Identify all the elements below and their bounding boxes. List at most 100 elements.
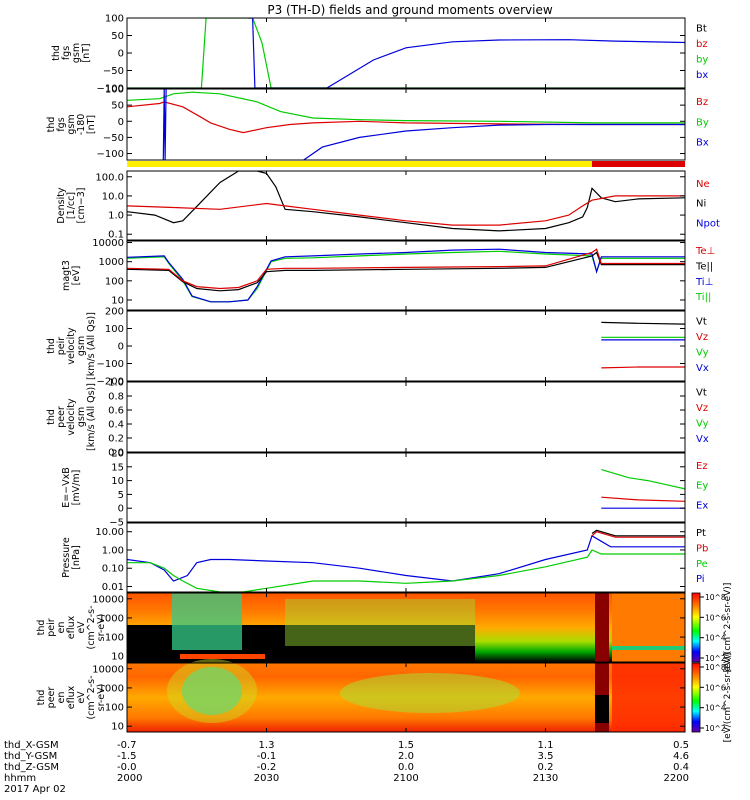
colorbar-label: [eV/(cm^2-s-sr-eV)] [723, 583, 733, 673]
y-tick-label: 100 [105, 14, 124, 25]
x-axis-row-label: thd_Y-GSM [4, 751, 57, 762]
electron-late-interval [612, 663, 685, 732]
y-axis-label: [nT] [86, 115, 97, 134]
y-axis-label: eV [76, 621, 87, 634]
colorbar-label: [eV/(cm^2-s-sr-eV)] [723, 653, 733, 743]
y-axis-label: [eV] [71, 266, 82, 286]
y-tick-label: 1.0 [108, 211, 124, 222]
panel-frame [126, 452, 686, 523]
x-tick-value: 2200 [664, 773, 689, 784]
y-axis-label: [cm−3] [76, 188, 87, 224]
y-axis-label: thd [36, 690, 47, 706]
y-tick-label: −50 [103, 66, 124, 77]
series-line-by [127, 18, 685, 88]
series-line-By [127, 91, 685, 124]
series-line-Pb [591, 531, 685, 538]
y-tick-label: 10.00 [95, 527, 124, 538]
series-line-Ey [601, 469, 685, 490]
panel: 100.0 10.0 1.0 0.1 Density [1/cc] [cm−3] Ne Ni Np… [56, 170, 720, 241]
panel-series-group [127, 89, 685, 160]
y-axis-label: eflux [66, 615, 77, 639]
legend-entry: bx [696, 70, 708, 81]
panel: 10000 1000 100 10 magt3 [eV] Te⊥ Te|| Ti⊥ Ti|| [61, 238, 715, 311]
y-axis-label: peir [46, 618, 57, 637]
x-tick-value: 2.0 [398, 751, 414, 762]
legend-entry: Ti|| [695, 292, 711, 303]
panel: 1.0 0.8 0.6 0.4 0.2 0.0 thd peer velocity gsm [km/… [46, 378, 709, 459]
legend-entry: Pb [696, 544, 708, 555]
y-tick-label: 0.01 [102, 582, 124, 593]
y-tick-label: −100 [97, 149, 124, 160]
x-tick-value: 1.5 [398, 740, 414, 751]
y-axis-label: velocity [66, 327, 77, 365]
legend-entry: by [696, 54, 708, 65]
chart-title: P3 (TH-D) fields and ground moments over… [267, 3, 552, 17]
y-axis-label: thd [51, 45, 62, 61]
legend-entry: Vz [696, 332, 708, 343]
series-line-Pe [127, 549, 685, 592]
y-tick-label: 50 [111, 101, 124, 112]
series-line-Bx [303, 123, 685, 160]
legend-entry: By [696, 117, 709, 128]
x-tick-value: 1.1 [538, 740, 554, 751]
x-tick-value: 0.5 [673, 740, 689, 751]
x-tick-value: 2100 [393, 773, 418, 784]
y-axis-label: Pressure [61, 537, 72, 578]
y-axis-label: peer [46, 687, 57, 709]
colorbar-tick-label: 10^6 [705, 683, 726, 692]
colorbar-gradient [691, 662, 701, 733]
panel: 10000 1000 100 10 thd peir en eflux eV (cm^2-s-sr… [36, 592, 686, 663]
series-line-bx [247, 18, 685, 88]
y-tick-label: 1000 [99, 683, 124, 694]
y-tick-label: 1000 [99, 257, 124, 268]
series-line-Vz [601, 366, 685, 369]
y-axis-label: en [56, 692, 67, 704]
panel-frame [126, 310, 686, 382]
x-tick-value: 3.5 [538, 751, 554, 762]
x-axis-row-label: thd_X-GSM [4, 740, 59, 751]
ion-low-energy-beam [180, 654, 265, 659]
y-axis-label: peer [56, 406, 67, 428]
colorbar-tick-label: 10^2 [705, 654, 726, 663]
y-axis-label: [mV/m] [71, 470, 82, 506]
electron-dropout-halo [167, 659, 257, 723]
x-tick-value: -0.2 [257, 762, 277, 773]
ion-late-interval [612, 593, 685, 662]
y-tick-label: 0.0 [108, 448, 124, 459]
status-bar-segment [127, 161, 592, 167]
y-tick-label: 0.2 [108, 434, 124, 445]
series-line-Ni [127, 171, 685, 232]
y-axis-label: eV [76, 691, 87, 704]
y-tick-label: 100 [105, 85, 124, 96]
series-line-Te|| [127, 251, 685, 292]
ion-dropout-region [172, 593, 242, 650]
colorbar-gradient [691, 592, 701, 663]
legend-entry: Bx [696, 138, 709, 149]
y-tick-label: 20 [111, 449, 124, 460]
electron-plasma-band [340, 673, 520, 713]
colorbar-tick-label: 10^8 [705, 663, 726, 672]
y-tick-label: 10 [111, 652, 124, 663]
y-tick-label: −50 [103, 133, 124, 144]
y-tick-label: 5 [118, 490, 124, 501]
panel-frame [126, 240, 686, 311]
y-axis-label: sr-eV) [96, 684, 107, 712]
date-label: 2017 Apr 02 [4, 784, 66, 795]
colorbar-tick-label: 10^4 [705, 704, 726, 713]
legend-entry: Ey [696, 481, 708, 492]
y-tick-label: 10 [111, 476, 124, 487]
legend-entry: Ex [696, 500, 708, 511]
panel-series-group [601, 469, 685, 509]
series-line-Bz [127, 101, 685, 134]
y-tick-label: 10 [111, 722, 124, 733]
y-tick-label: 100 [105, 703, 124, 714]
y-tick-label: 0 [118, 342, 124, 353]
panel-series-group [127, 529, 685, 592]
y-axis-label: velocity [66, 398, 77, 436]
y-axis-label: [km/s (All Qs)] [86, 383, 97, 451]
legend-entry: Vz [696, 403, 708, 414]
y-axis-label: thd [46, 338, 57, 354]
